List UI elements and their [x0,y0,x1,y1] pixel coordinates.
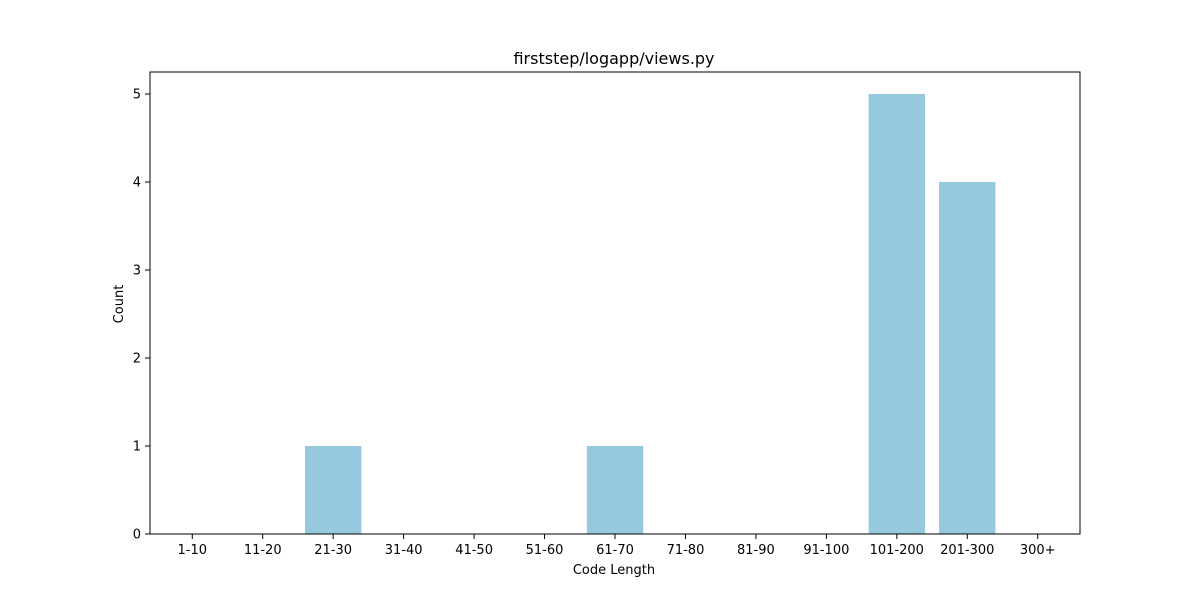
x-axis: 1-10 11-20 21-30 31-40 41-50 51-60 61-70 71-80 8… [178,534,1056,558]
x-tick-label: 71-80 [667,543,705,558]
bars-layer [305,94,996,534]
x-axis-label: Code Length [573,563,655,578]
chart-title: firststep/logapp/views.py [513,49,714,68]
y-axis-label: Count [112,285,127,324]
x-tick-label: 61-70 [596,543,634,558]
x-tick-label: 51-60 [526,543,564,558]
bar-201-300 [939,182,996,534]
y-axis: 0 1 2 3 4 5 [133,88,150,543]
y-tick-label: 1 [133,440,141,455]
x-tick-label: 11-20 [244,543,282,558]
y-tick-label: 2 [133,352,141,367]
x-tick-label: 41-50 [455,543,493,558]
bar-21-30 [305,446,362,534]
y-tick-label: 5 [133,88,141,103]
x-tick-label: 201-300 [940,543,994,558]
bar-101-200 [868,94,925,534]
bar-61-70 [586,446,644,534]
x-tick-label: 101-200 [870,543,924,558]
y-tick-label: 3 [133,264,141,279]
x-tick-label: 1-10 [178,543,208,558]
x-tick-label: 21-30 [314,543,352,558]
y-tick-label: 0 [133,528,141,543]
x-tick-label: 31-40 [385,543,423,558]
y-tick-label: 4 [133,176,141,191]
x-tick-label: 300+ [1020,543,1056,558]
x-tick-label: 91-100 [803,543,849,558]
x-tick-label: 81-90 [737,543,775,558]
